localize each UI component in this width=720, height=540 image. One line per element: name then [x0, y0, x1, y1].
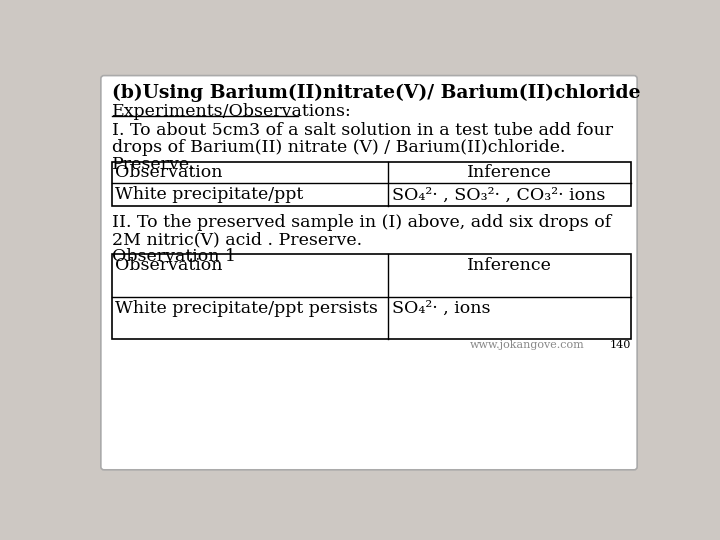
Text: 2M nitric(V) acid . Preserve.: 2M nitric(V) acid . Preserve. — [112, 231, 362, 248]
Text: Preserve.: Preserve. — [112, 156, 195, 173]
Text: Experiments/Observations:: Experiments/Observations: — [112, 103, 351, 120]
Text: Observation: Observation — [114, 164, 222, 181]
Text: White precipitate/ppt persists: White precipitate/ppt persists — [114, 300, 378, 316]
Text: Inference: Inference — [467, 164, 552, 181]
Text: II. To the preserved sample in (I) above, add six drops of: II. To the preserved sample in (I) above… — [112, 214, 611, 231]
Text: 140: 140 — [610, 340, 631, 350]
Text: (b)Using Barium(II)nitrate(V)/ Barium(II)chloride: (b)Using Barium(II)nitrate(V)/ Barium(II… — [112, 83, 640, 102]
Text: I. To about 5cm3 of a salt solution in a test tube add four: I. To about 5cm3 of a salt solution in a… — [112, 122, 613, 139]
Text: Observation 1: Observation 1 — [112, 248, 235, 265]
Text: Observation: Observation — [114, 257, 222, 274]
FancyBboxPatch shape — [101, 76, 637, 470]
Bar — [112, 162, 631, 206]
Text: Inference: Inference — [467, 257, 552, 274]
Text: drops of Barium(II) nitrate (V) / Barium(II)chloride.: drops of Barium(II) nitrate (V) / Barium… — [112, 139, 565, 156]
Bar — [112, 254, 631, 339]
Text: SO₄²· , SO₃²· , CO₃²· ions: SO₄²· , SO₃²· , CO₃²· ions — [392, 186, 606, 204]
Text: SO₄²· , ions: SO₄²· , ions — [392, 300, 491, 316]
Text: White precipitate/ppt: White precipitate/ppt — [114, 186, 303, 204]
Text: www.jokangove.com: www.jokangove.com — [469, 340, 585, 350]
